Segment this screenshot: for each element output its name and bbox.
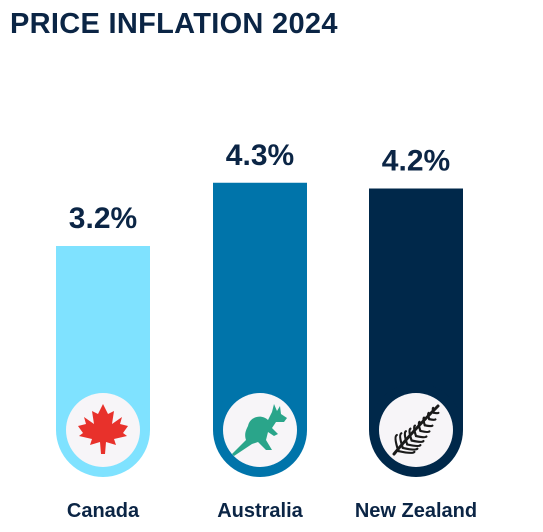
kangaroo-shape [232,404,287,456]
value-label: 4.2% [382,145,450,178]
fern-frond [399,432,404,450]
fern-frond [422,416,426,427]
fern-frond [403,430,409,446]
fern-frond [408,427,413,442]
bar-group-canada: 3.2% Canada [56,202,150,522]
value-label: 3.2% [69,202,137,235]
category-label: Australia [217,500,303,522]
maple-leaf-shape [78,404,128,454]
bar-group-new-zealand: 4.2% New Zealand [355,145,477,523]
fern-frond [414,434,428,439]
chart-title: PRICE INFLATION 2024 [10,8,338,40]
kangaroo-icon [232,404,287,456]
category-label: New Zealand [355,500,477,522]
fern-frond [394,433,400,453]
fern-frond [428,418,437,421]
fern-frond [413,424,418,438]
fern-frond [419,429,431,434]
fern-frond [432,411,440,415]
silver-fern-icon [392,404,440,456]
fern-frond [397,449,416,454]
fern-frond [410,439,425,443]
fern-frond [401,446,419,451]
fern-frond [406,443,422,448]
fern-frond [417,420,422,433]
maple-leaf-icon [78,404,128,454]
fern-frond [423,424,434,428]
value-label: 4.3% [226,139,294,172]
category-label: Canada [67,500,140,522]
bar-group-australia: 4.3% Australia [213,139,307,522]
